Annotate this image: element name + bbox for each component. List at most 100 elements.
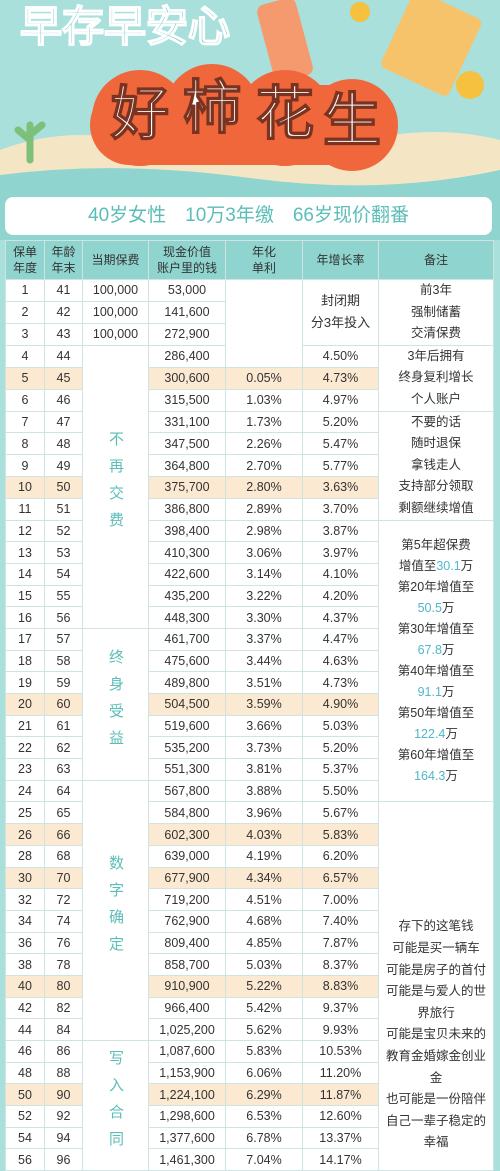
age-cell: 80 xyxy=(44,974,83,998)
year-cell: 48 xyxy=(5,1061,45,1085)
year-cell: 15 xyxy=(5,584,45,608)
header-line: 当期保费 xyxy=(91,253,140,267)
column-header: 备注 xyxy=(378,240,494,280)
value-cell: 1,461,300 xyxy=(148,1148,226,1171)
title-circle xyxy=(306,79,398,171)
header-line: 备注 xyxy=(423,253,448,267)
table-row: 14 54 422,600 3.14% 4.10% xyxy=(5,562,494,586)
age-cell: 70 xyxy=(44,866,83,890)
remark-cell: 前3年 强制储蓄 交清保费 xyxy=(378,279,494,346)
remark-line: 交清保费 xyxy=(410,326,461,341)
value-cell: 639,000 xyxy=(148,844,226,868)
value-cell: 141,600 xyxy=(148,300,226,324)
table-row: 34 74 762,900 4.68% 7.40% xyxy=(5,909,494,933)
growth-cell: 9.93% xyxy=(302,1018,379,1042)
header-line: 现金价值 xyxy=(162,245,211,259)
rate-cell: 2.26% xyxy=(225,432,303,456)
remark-line: 可能是宝贝未来的 xyxy=(385,1027,486,1042)
premium-merged: 数字确定 xyxy=(82,779,149,1042)
year-cell: 56 xyxy=(5,1148,45,1171)
remark-amount: 30.1 xyxy=(436,559,461,573)
age-cell: 44 xyxy=(44,344,83,368)
header-row: 保单 年度 年龄 年末 当期保费 现金价值 账户里的钱 年化 单利 年增长率 备注 xyxy=(5,240,494,280)
table-row: 32 72 719,200 4.51% 7.00% xyxy=(5,888,494,911)
year-cell: 5 xyxy=(5,366,45,390)
year-cell: 42 xyxy=(5,996,45,1020)
premium-cell: 100,000 xyxy=(82,322,149,346)
value-cell: 719,200 xyxy=(148,888,226,911)
rate-cell: 3.06% xyxy=(225,541,303,564)
remark-line: 终身复利增长 xyxy=(398,370,474,385)
rate-cell: 6.53% xyxy=(225,1105,303,1128)
table-row: 42 82 966,400 5.42% 9.37% xyxy=(5,996,494,1020)
age-cell: 60 xyxy=(44,693,83,716)
rate-cell: 7.04% xyxy=(225,1148,303,1171)
year-cell: 24 xyxy=(5,779,45,803)
premium-note: 不再交费 xyxy=(107,431,124,540)
growth-cell: 4.47% xyxy=(302,627,379,651)
table-row: 16 56 448,300 3.30% 4.37% xyxy=(5,606,494,629)
remark-line: 剩额继续增值 xyxy=(398,500,474,515)
rate-cell: 3.37% xyxy=(225,627,303,651)
remark-line: 增值至30.1万 xyxy=(380,556,493,577)
remark-line: 50.5万 xyxy=(380,598,493,619)
age-cell: 57 xyxy=(44,627,83,651)
remark-unit: 万 xyxy=(441,643,455,657)
column-header: 保单 年度 xyxy=(5,240,45,280)
age-cell: 50 xyxy=(44,475,83,499)
growth-cell: 12.60% xyxy=(302,1105,379,1128)
title-char: 花 xyxy=(256,81,314,146)
column-header: 当期保费 xyxy=(82,240,149,280)
year-cell: 46 xyxy=(5,1040,45,1063)
remark-line: 第30年增值至 xyxy=(397,622,475,636)
age-cell: 74 xyxy=(44,909,83,933)
year-cell: 32 xyxy=(5,888,45,911)
growth-cell: 14.17% xyxy=(302,1148,379,1171)
growth-cell: 5.20% xyxy=(302,736,379,760)
header-line: 年度 xyxy=(12,261,37,275)
rate-cell: 4.19% xyxy=(225,844,303,868)
value-cell: 567,800 xyxy=(148,779,226,803)
remark-line: 第60年增值至 xyxy=(397,748,475,762)
premium-note: 数字确定 xyxy=(107,854,124,963)
growth-cell: 6.57% xyxy=(302,866,379,890)
remark-line: 第50年增值至 xyxy=(397,706,475,720)
remark-line: 可能是房子的首付 xyxy=(385,962,486,977)
growth-cell: 5.50% xyxy=(302,779,379,803)
growth-note: 分3年投入 xyxy=(310,315,371,331)
growth-cell: 3.97% xyxy=(302,541,379,564)
rate-cell: 5.22% xyxy=(225,974,303,998)
growth-merged: 封闭期 分3年投入 xyxy=(302,279,379,346)
column-header: 年化 单利 xyxy=(225,240,303,280)
growth-cell: 7.00% xyxy=(302,888,379,911)
table-row: 2 42 100,000 141,600 xyxy=(5,300,494,324)
value-cell: 584,800 xyxy=(148,801,226,825)
value-cell: 300,600 xyxy=(148,366,226,390)
value-cell: 1,153,900 xyxy=(148,1061,226,1085)
value-cell: 910,900 xyxy=(148,974,226,998)
value-cell: 858,700 xyxy=(148,953,226,976)
rate-cell: 4.85% xyxy=(225,931,303,955)
subtitle: 40岁女性 10万3年缴 66岁现价翻番 xyxy=(5,197,492,235)
age-cell: 54 xyxy=(44,562,83,586)
header-line: 账户里的钱 xyxy=(156,261,217,275)
remark-line: 界旅行 xyxy=(417,1005,455,1020)
table-row: 6 46 315,500 1.03% 4.97% xyxy=(5,388,494,412)
growth-cell: 5.77% xyxy=(302,454,379,477)
age-cell: 41 xyxy=(44,279,83,302)
rate-cell: 6.06% xyxy=(225,1061,303,1085)
cactus xyxy=(14,121,46,164)
age-cell: 94 xyxy=(44,1126,83,1150)
year-cell: 21 xyxy=(5,714,45,738)
remark-amount: 164.3 xyxy=(414,769,446,783)
rate-cell: 2.70% xyxy=(225,454,303,477)
rate-cell: 1.03% xyxy=(225,388,303,412)
growth-cell: 5.67% xyxy=(302,801,379,825)
table-row: 1 41 100,000 53,000 封闭期 分3年投入 前3年 强制储蓄 交清保费 xyxy=(5,279,494,368)
age-cell: 88 xyxy=(44,1061,83,1085)
table-row: 56 96 1,461,300 7.04% 14.17% xyxy=(5,1148,494,1171)
premium-note: 终身受益 xyxy=(107,648,124,757)
rate-cell: 3.30% xyxy=(225,606,303,629)
title-circle xyxy=(164,64,260,160)
